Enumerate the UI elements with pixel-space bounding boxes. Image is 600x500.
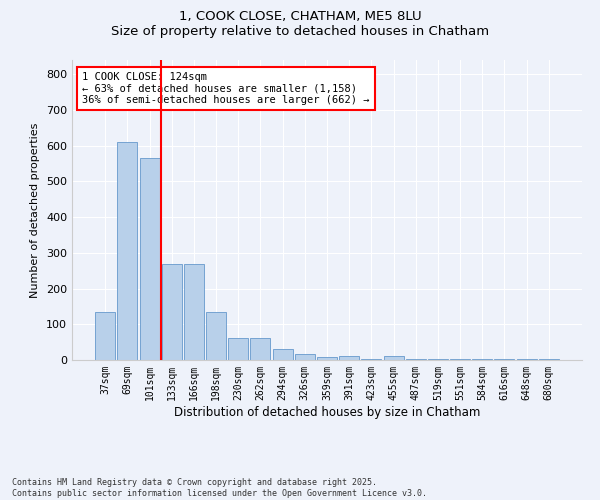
- Bar: [140, 158, 160, 360]
- Bar: [184, 264, 204, 360]
- Bar: [295, 354, 315, 360]
- X-axis label: Distribution of detached houses by size in Chatham: Distribution of detached houses by size …: [174, 406, 480, 418]
- Bar: [95, 312, 115, 360]
- Bar: [228, 338, 248, 360]
- Text: Contains HM Land Registry data © Crown copyright and database right 2025.
Contai: Contains HM Land Registry data © Crown c…: [12, 478, 427, 498]
- Bar: [118, 142, 137, 360]
- Bar: [317, 357, 337, 360]
- Bar: [383, 356, 404, 360]
- Bar: [339, 356, 359, 360]
- Text: 1 COOK CLOSE: 124sqm
← 63% of detached houses are smaller (1,158)
36% of semi-de: 1 COOK CLOSE: 124sqm ← 63% of detached h…: [82, 72, 370, 105]
- Text: 1, COOK CLOSE, CHATHAM, ME5 8LU
Size of property relative to detached houses in : 1, COOK CLOSE, CHATHAM, ME5 8LU Size of …: [111, 10, 489, 38]
- Bar: [272, 350, 293, 360]
- Bar: [206, 312, 226, 360]
- Bar: [162, 264, 182, 360]
- Bar: [406, 359, 426, 360]
- Bar: [250, 338, 271, 360]
- Y-axis label: Number of detached properties: Number of detached properties: [31, 122, 40, 298]
